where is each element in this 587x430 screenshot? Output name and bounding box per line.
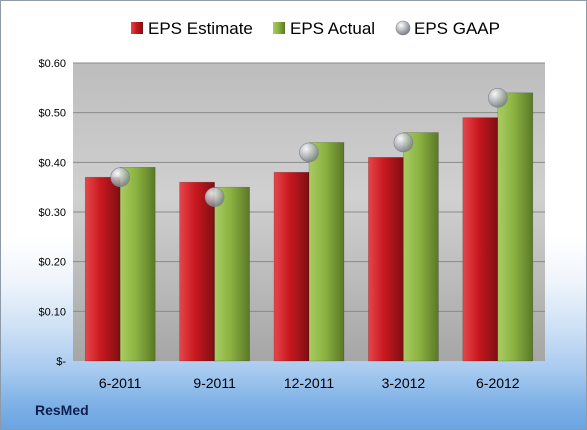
bar-eps-estimate-3-2012 [368, 157, 404, 362]
bar-eps-actual-9-2011 [214, 186, 250, 362]
y-tick-label-0: $- [56, 356, 66, 368]
y-tick-label-6: $0.60 [38, 58, 66, 70]
gaap-markers [110, 87, 508, 207]
legend-label-eps-estimate: EPS Estimate [148, 19, 253, 38]
marker-eps-gaap-12-2011 [299, 142, 319, 163]
bar-eps-actual-6-2012 [497, 92, 534, 362]
y-tick-label-1: $0.10 [38, 306, 66, 318]
x-tick-label-9-2011: 9-2011 [193, 375, 236, 391]
y-tick-label-3: $0.30 [38, 207, 66, 219]
x-tick-label-12-2011: 12-2011 [284, 375, 335, 391]
company-name: ResMed [35, 402, 89, 418]
bar-eps-estimate-9-2011 [179, 181, 215, 362]
y-axis: $- $0.10 $0.20 $0.30 $0.40 $0.50 $0.60 [38, 58, 66, 368]
bar-eps-actual-6-2011 [119, 167, 156, 362]
y-tick-label-2: $0.20 [38, 257, 66, 269]
legend-swatch-eps-estimate [131, 22, 143, 34]
legend-swatch-eps-actual [273, 22, 285, 34]
marker-eps-gaap-9-2011 [204, 187, 225, 207]
x-tick-label-6-2011: 6-2011 [99, 375, 142, 391]
legend: EPS Estimate EPS Actual EPS GAAP [131, 19, 500, 38]
marker-eps-gaap-3-2012 [393, 132, 414, 153]
bar-eps-estimate-6-2011 [84, 176, 121, 362]
legend-swatch-eps-gaap [395, 20, 411, 36]
y-tick-label-4: $0.40 [38, 157, 66, 169]
y-tick-label-5: $0.50 [38, 108, 66, 120]
x-axis: 6-2011 9-2011 12-2011 3-2012 6-2012 [99, 375, 520, 391]
legend-label-eps-actual: EPS Actual [290, 19, 375, 38]
bar-eps-actual-3-2012 [403, 132, 439, 362]
x-tick-label-3-2012: 3-2012 [382, 375, 426, 391]
bars [84, 92, 534, 362]
marker-eps-gaap-6-2012 [487, 87, 508, 108]
x-tick-label-6-2012: 6-2012 [476, 375, 520, 391]
bar-eps-actual-12-2011 [308, 142, 345, 362]
marker-eps-gaap-6-2011 [110, 167, 130, 188]
legend-label-eps-gaap: EPS GAAP [414, 19, 500, 38]
bar-eps-estimate-12-2011 [273, 171, 310, 362]
bar-eps-estimate-6-2012 [462, 117, 499, 362]
